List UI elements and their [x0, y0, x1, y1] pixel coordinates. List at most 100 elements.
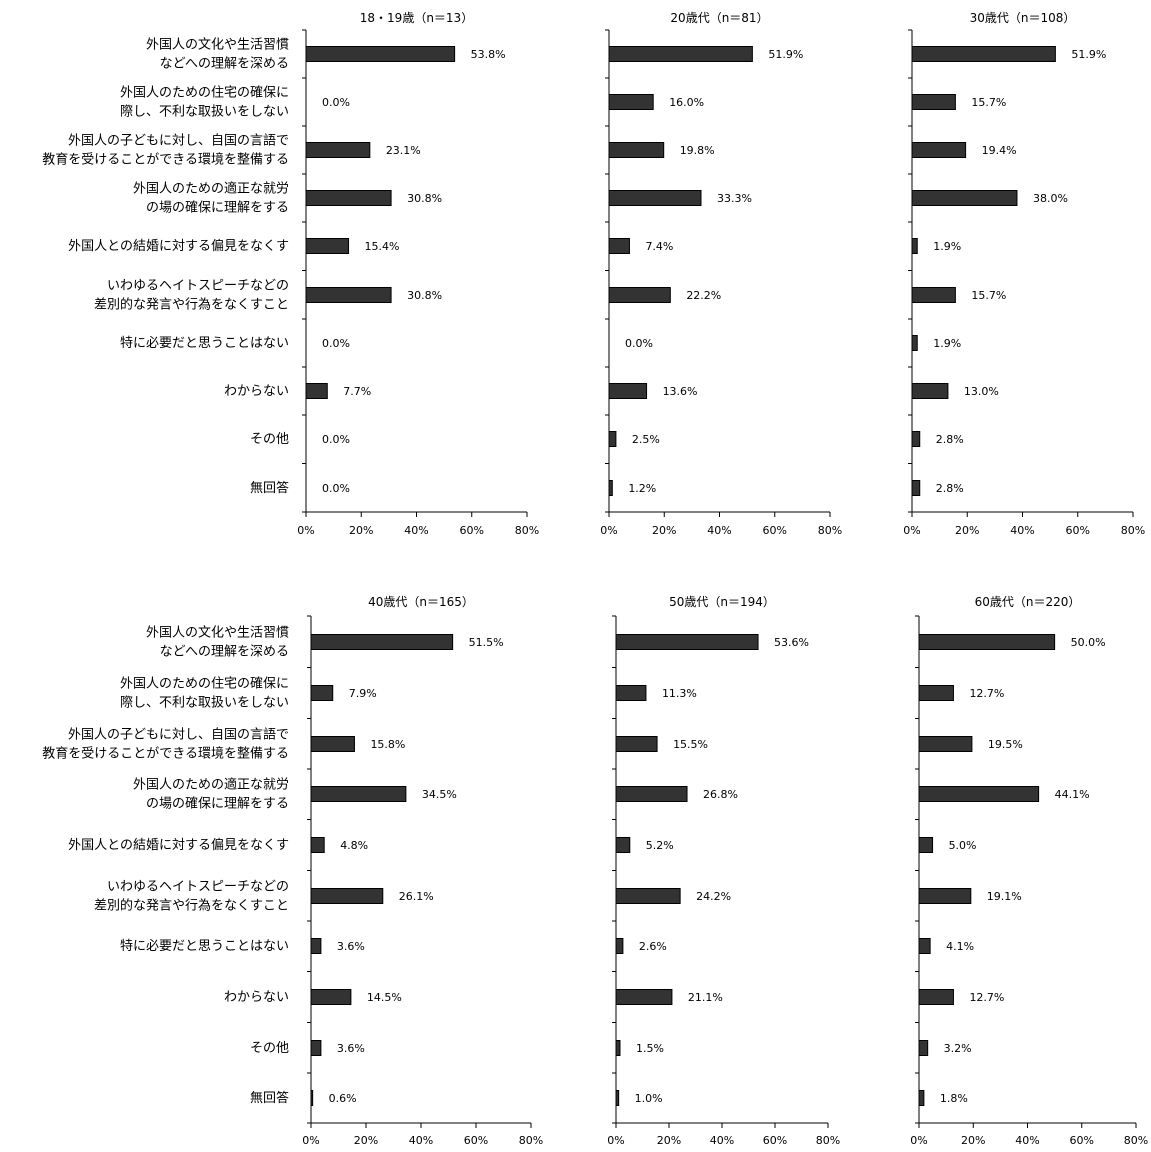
category-label: いわゆるヘイトスピーチなどの: [107, 279, 289, 294]
data-label: 22.2%: [686, 289, 721, 302]
data-label: 13.0%: [964, 385, 999, 398]
bar: [918, 938, 931, 954]
x-tick-label: 0%: [903, 524, 920, 537]
bar: [608, 287, 671, 303]
bar: [310, 1090, 314, 1106]
bar: [608, 480, 613, 496]
x-tick-label: 80%: [519, 1134, 543, 1147]
bar: [615, 786, 688, 802]
x-tick-label: 0%: [297, 524, 314, 537]
data-label: 2.5%: [632, 433, 660, 446]
bar: [615, 1040, 621, 1056]
x-tick-label: 40%: [710, 1134, 734, 1147]
data-label: 0.6%: [329, 1092, 357, 1105]
bar: [911, 480, 921, 496]
data-label: 1.9%: [933, 337, 961, 350]
category-label: 外国人との結婚に対する偏見をなくす: [68, 838, 289, 853]
bar: [911, 383, 949, 399]
bar: [918, 786, 1040, 802]
data-label: 2.8%: [936, 482, 964, 495]
x-tick-label: 0%: [302, 1134, 319, 1147]
x-tick-label: 80%: [1124, 1134, 1148, 1147]
bar: [310, 685, 334, 701]
chart-panel-4: 40歳代（n＝165） 0% 20% 40% 60% 80% 51.5% 7.9% 15.8% 3…: [42, 595, 543, 1147]
data-label: 1.0%: [635, 1092, 663, 1105]
data-label: 51.5%: [469, 636, 504, 649]
category-label: 外国人のための住宅の確保に: [120, 676, 289, 692]
x-tick-label: 40%: [1010, 524, 1034, 537]
data-label: 5.0%: [949, 839, 977, 852]
data-label: 13.6%: [663, 385, 698, 398]
data-label: 19.4%: [982, 144, 1017, 157]
bar: [918, 736, 973, 752]
bar: [608, 142, 665, 158]
data-label: 4.8%: [340, 839, 368, 852]
bar: [608, 46, 753, 62]
category-label: などへの理解を深める: [160, 645, 289, 660]
x-tick-label: 80%: [816, 1134, 840, 1147]
x-tick-label: 60%: [1066, 524, 1090, 537]
bar: [918, 837, 934, 853]
data-label: 30.8%: [407, 289, 442, 302]
data-label: 26.1%: [399, 890, 434, 903]
x-tick-label: 80%: [1121, 524, 1145, 537]
data-label: 1.8%: [940, 1092, 968, 1105]
bar: [911, 142, 967, 158]
data-label: 12.7%: [969, 991, 1004, 1004]
category-label: などへの理解を深める: [160, 57, 289, 72]
bar: [911, 287, 956, 303]
bar: [310, 989, 352, 1005]
x-tick-label: 20%: [955, 524, 979, 537]
category-label: 特に必要だと思うことはない: [120, 939, 289, 954]
chart-title: 50歳代（n＝194）: [669, 595, 775, 609]
x-tick-label: 40%: [409, 1134, 433, 1147]
bar: [911, 94, 956, 110]
bar: [615, 989, 673, 1005]
bar: [615, 685, 647, 701]
chart-panel-2: 20歳代（n＝81） 0% 20% 40% 60% 80% 51.9% 16.0% 19.8% 3…: [600, 11, 842, 537]
category-label: 教育を受けることができる環境を整備する: [42, 152, 289, 168]
x-tick-label: 40%: [1015, 1134, 1039, 1147]
category-label: 外国人の子どもに対し、自国の言語で: [68, 727, 289, 743]
data-label: 12.7%: [969, 687, 1004, 700]
category-label: 外国人の子どもに対し、自国の言語で: [68, 133, 289, 149]
bar: [310, 634, 454, 650]
bar: [608, 383, 648, 399]
data-label: 51.9%: [1071, 48, 1106, 61]
category-label: わからない: [224, 990, 289, 1005]
category-label: その他: [250, 432, 289, 447]
bar: [608, 238, 630, 254]
x-tick-label: 0%: [607, 1134, 624, 1147]
data-label: 15.8%: [370, 738, 405, 751]
data-label: 15.4%: [365, 240, 400, 253]
category-label: の場の確保に理解をする: [146, 200, 289, 216]
category-label: 際し、不利な取扱いをしない: [120, 105, 289, 120]
data-label: 7.9%: [349, 687, 377, 700]
bar: [911, 431, 921, 447]
category-label: 際し、不利な取扱いをしない: [120, 696, 289, 711]
data-label: 5.2%: [646, 839, 674, 852]
chart-panel-3: 30歳代（n＝108） 0% 20% 40% 60% 80% 51.9% 15.7% 19.4%…: [903, 11, 1145, 537]
bar: [305, 383, 328, 399]
data-label: 34.5%: [422, 788, 457, 801]
category-label: 外国人の文化や生活習慣: [146, 625, 289, 641]
data-label: 3.2%: [944, 1042, 972, 1055]
bar: [310, 837, 325, 853]
x-tick-label: 60%: [763, 1134, 787, 1147]
data-label: 15.7%: [971, 96, 1006, 109]
x-tick-label: 40%: [707, 524, 731, 537]
chart-panel-6: 60歳代（n＝220） 0% 20% 40% 60% 80% 50.0% 12.7% 19.5%…: [910, 595, 1148, 1147]
bar: [310, 786, 407, 802]
bar: [918, 1040, 929, 1056]
x-tick-label: 20%: [354, 1134, 378, 1147]
bar: [608, 431, 617, 447]
x-tick-label: 80%: [818, 524, 842, 537]
chart-title: 30歳代（n＝108）: [970, 11, 1076, 25]
category-label: 外国人の文化や生活習慣: [146, 37, 289, 53]
data-label: 2.8%: [936, 433, 964, 446]
bar: [615, 938, 624, 954]
bar: [918, 888, 972, 904]
data-label: 23.1%: [386, 144, 421, 157]
x-tick-label: 60%: [1070, 1134, 1094, 1147]
category-label: 教育を受けることができる環境を整備する: [42, 746, 289, 762]
